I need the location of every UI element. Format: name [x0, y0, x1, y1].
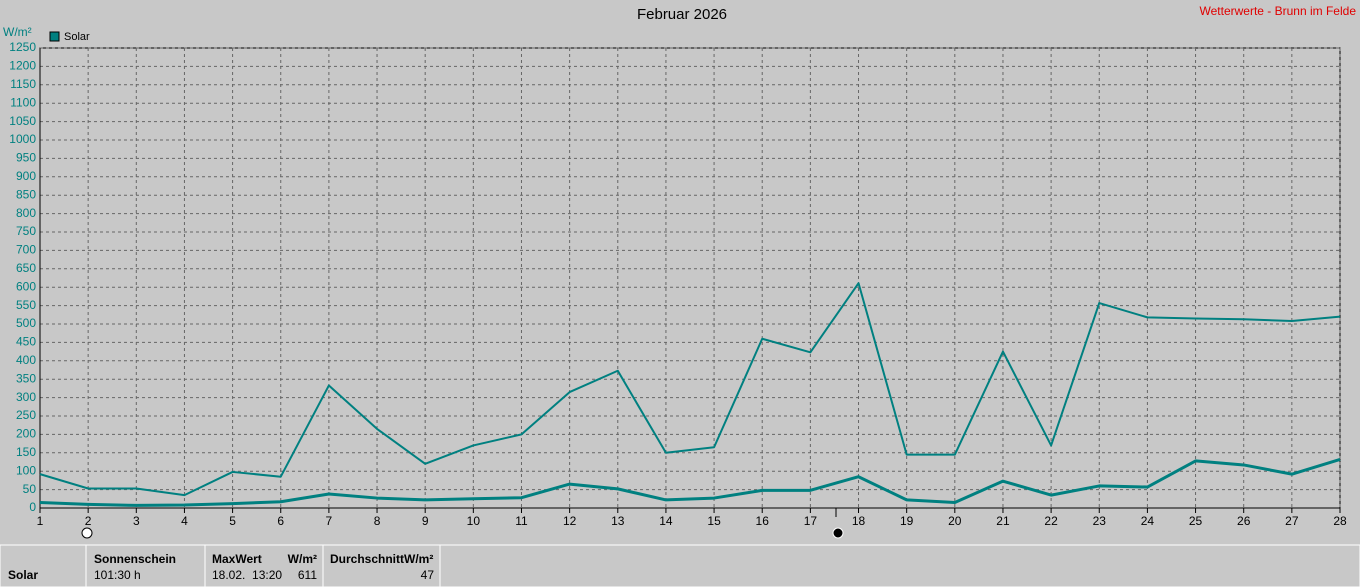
- plot-area: [39, 47, 1341, 509]
- x-tick-label: 13: [611, 514, 625, 528]
- y-tick-label: 600: [16, 279, 36, 293]
- x-tick-label: 21: [996, 514, 1010, 528]
- y-tick-label: 650: [16, 261, 36, 275]
- chart-subtitle: Wetterwerte - Brunn im Felde: [1200, 4, 1357, 18]
- y-tick-label: 100: [16, 463, 36, 477]
- header: W/m²: [404, 552, 433, 566]
- y-tick-label: 300: [16, 390, 36, 404]
- row-label: Solar: [8, 568, 38, 582]
- x-tick-label: 1: [37, 514, 44, 528]
- cell: 101:30 h: [94, 568, 141, 582]
- y-tick-label: 450: [16, 335, 36, 349]
- new-moon-icon: [832, 527, 844, 539]
- y-tick-label: 50: [23, 482, 37, 496]
- data-line: [39, 282, 1341, 497]
- y-tick-label: 200: [16, 427, 36, 441]
- x-tick-label: 5: [229, 514, 236, 528]
- cell: 47: [421, 568, 435, 582]
- x-tick-label: 2: [85, 514, 92, 528]
- x-tick-label: 11: [515, 514, 528, 528]
- x-tick-label: 6: [277, 514, 284, 528]
- y-tick-label: 250: [16, 408, 36, 422]
- y-tick-label: 1050: [9, 114, 36, 128]
- x-tick-label: 23: [1093, 514, 1107, 528]
- x-tick-label: 15: [707, 514, 721, 528]
- y-tick-label: 1000: [9, 132, 36, 146]
- x-tick-label: 10: [467, 514, 481, 528]
- x-tick-label: 25: [1189, 514, 1203, 528]
- x-tick-label: 8: [374, 514, 381, 528]
- y-tick-label: 800: [16, 206, 36, 220]
- x-tick-label: 20: [948, 514, 962, 528]
- y-tick-label: 500: [16, 316, 36, 330]
- header: DurchschnittW/m²: [330, 552, 433, 566]
- x-tick-label: 27: [1285, 514, 1299, 528]
- legend: Solar: [49, 31, 90, 43]
- x-tick-label: 14: [659, 514, 673, 528]
- y-tick-label: 150: [16, 445, 36, 459]
- y-tick-label: 950: [16, 151, 36, 165]
- header: W/m²: [288, 552, 317, 566]
- legend-label: Solar: [64, 31, 90, 43]
- header: Sonnenschein: [94, 552, 176, 566]
- x-tick-label: 22: [1044, 514, 1058, 528]
- x-tick-label: 26: [1237, 514, 1251, 528]
- y-tick-label: 1250: [9, 40, 36, 54]
- legend-swatch: [49, 31, 60, 42]
- x-tick-label: 28: [1333, 514, 1347, 528]
- y-tick-label: 850: [16, 187, 36, 201]
- full-moon-icon: [81, 527, 93, 539]
- y-tick-label: 750: [16, 224, 36, 238]
- y-tick-label: 900: [16, 169, 36, 183]
- chart-title: Februar 2026: [637, 6, 727, 23]
- footer-bg: [0, 544, 1360, 587]
- x-tick-label: 16: [756, 514, 770, 528]
- x-tick-label: 12: [563, 514, 577, 528]
- y-tick-label: 700: [16, 243, 36, 257]
- x-tick-label: 24: [1141, 514, 1155, 528]
- header: Durchschnitt: [330, 552, 404, 566]
- y-axis-label: W/m²: [3, 25, 32, 39]
- x-tick-label: 17: [804, 514, 818, 528]
- y-tick-label: 1150: [10, 77, 36, 91]
- x-tick-label: 9: [422, 514, 429, 528]
- y-tick-label: 550: [16, 298, 36, 312]
- y-tick-label: 350: [16, 371, 36, 385]
- x-tick-label: 7: [326, 514, 333, 528]
- cell: 611: [298, 568, 317, 582]
- x-tick-label: 18: [852, 514, 866, 528]
- y-tick-label: 400: [16, 353, 36, 367]
- y-tick-label: 1100: [10, 95, 36, 109]
- y-tick-label: 0: [29, 500, 36, 514]
- x-tick-label: 3: [133, 514, 140, 528]
- x-tick-label: 19: [900, 514, 914, 528]
- cell: 18.02. 13:20: [212, 568, 282, 582]
- header: MaxWert: [212, 552, 262, 566]
- y-tick-label: 1200: [9, 59, 36, 73]
- data-line: [39, 457, 1341, 507]
- footer-table: Solar Sonnenschein 101:30 h MaxWert W/m²…: [0, 544, 1360, 587]
- x-tick-label: 4: [181, 514, 188, 528]
